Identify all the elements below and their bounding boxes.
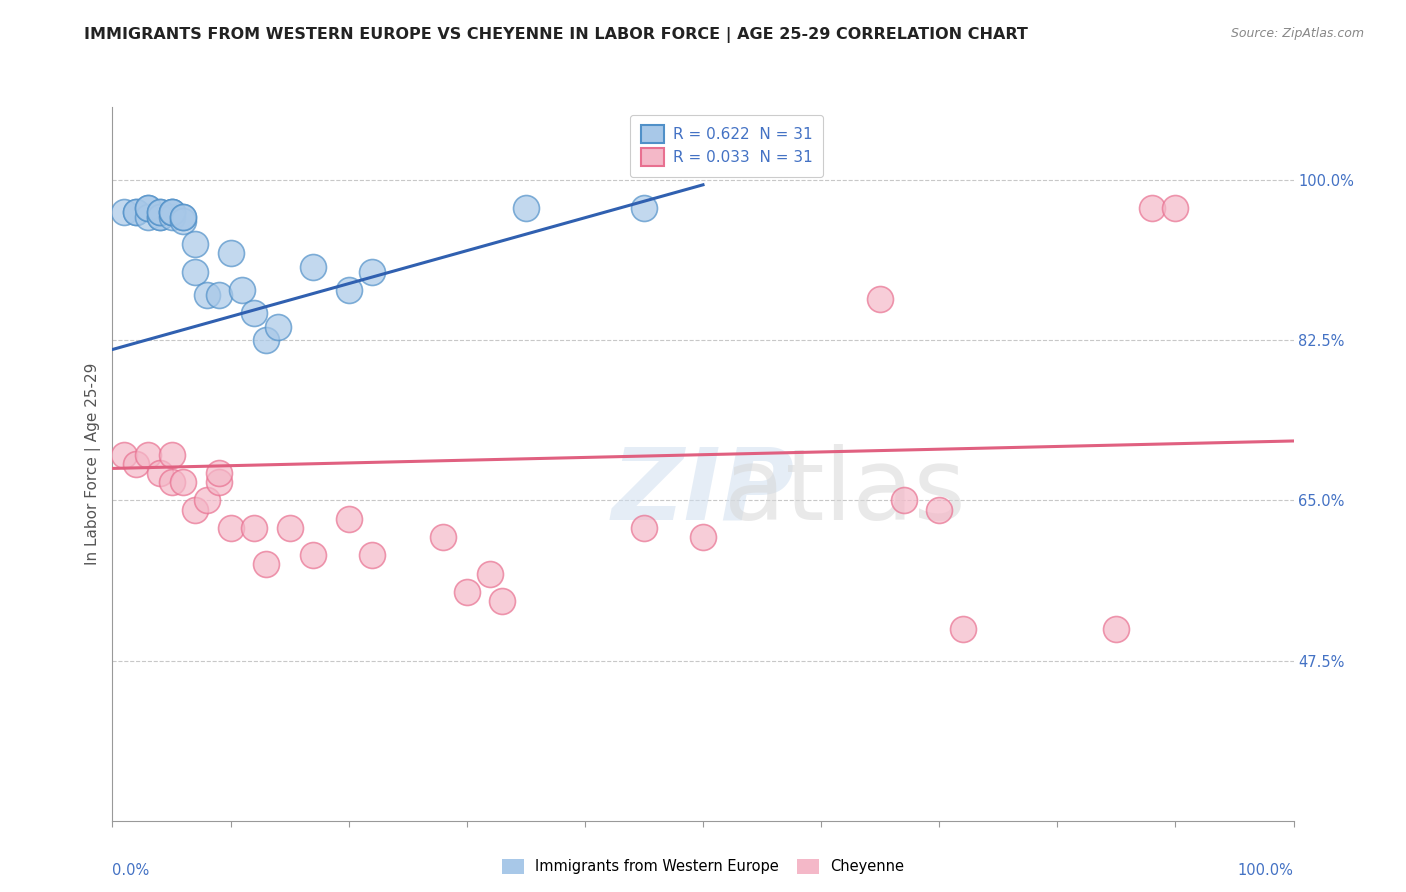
Point <box>208 466 231 480</box>
Legend: Immigrants from Western Europe, Cheyenne: Immigrants from Western Europe, Cheyenne <box>496 853 910 880</box>
Point <box>160 210 183 224</box>
Point <box>136 448 159 462</box>
Text: 100.0%: 100.0% <box>1237 863 1294 879</box>
Point <box>112 205 135 219</box>
Point <box>184 237 207 252</box>
Point <box>195 287 218 301</box>
Point <box>149 466 172 480</box>
Point <box>893 493 915 508</box>
Point <box>337 283 360 297</box>
Point <box>633 201 655 215</box>
Point <box>136 201 159 215</box>
Point <box>149 210 172 224</box>
Point <box>302 260 325 274</box>
Point <box>136 201 159 215</box>
Point <box>160 205 183 219</box>
Legend: R = 0.622  N = 31, R = 0.033  N = 31: R = 0.622 N = 31, R = 0.033 N = 31 <box>630 115 824 177</box>
Point <box>491 594 513 608</box>
Point <box>195 493 218 508</box>
Point <box>1105 622 1128 636</box>
Point <box>361 265 384 279</box>
Point <box>160 475 183 490</box>
Point <box>125 205 148 219</box>
Point <box>208 475 231 490</box>
Point <box>243 306 266 320</box>
Point <box>160 205 183 219</box>
Point <box>219 246 242 260</box>
Point <box>184 265 207 279</box>
Point <box>302 549 325 563</box>
Point <box>267 319 290 334</box>
Point <box>243 521 266 535</box>
Point <box>432 530 454 544</box>
Point <box>208 287 231 301</box>
Point <box>125 205 148 219</box>
Point <box>479 566 502 581</box>
Point <box>160 205 183 219</box>
Point <box>337 512 360 526</box>
Point <box>172 210 194 224</box>
Point <box>952 622 974 636</box>
Point <box>278 521 301 535</box>
Point <box>149 205 172 219</box>
Point <box>184 502 207 516</box>
Point <box>149 205 172 219</box>
Text: IMMIGRANTS FROM WESTERN EUROPE VS CHEYENNE IN LABOR FORCE | AGE 25-29 CORRELATIO: IMMIGRANTS FROM WESTERN EUROPE VS CHEYEN… <box>84 27 1028 43</box>
Text: Source: ZipAtlas.com: Source: ZipAtlas.com <box>1230 27 1364 40</box>
Point <box>219 521 242 535</box>
Point <box>869 292 891 306</box>
Point <box>254 558 277 572</box>
Point <box>149 210 172 224</box>
Point <box>254 334 277 348</box>
Point <box>231 283 253 297</box>
Text: 0.0%: 0.0% <box>112 863 149 879</box>
Point <box>172 475 194 490</box>
Text: ZIP: ZIP <box>612 444 794 541</box>
Point <box>112 448 135 462</box>
Point <box>136 210 159 224</box>
Point <box>172 214 194 228</box>
Point <box>456 585 478 599</box>
Text: atlas: atlas <box>724 444 966 541</box>
Point <box>1164 201 1187 215</box>
Point <box>160 448 183 462</box>
Point <box>692 530 714 544</box>
Point <box>633 521 655 535</box>
Point <box>515 201 537 215</box>
Point <box>928 502 950 516</box>
Point <box>361 549 384 563</box>
Point <box>172 210 194 224</box>
Y-axis label: In Labor Force | Age 25-29: In Labor Force | Age 25-29 <box>86 363 101 565</box>
Point <box>1140 201 1163 215</box>
Point <box>125 457 148 471</box>
